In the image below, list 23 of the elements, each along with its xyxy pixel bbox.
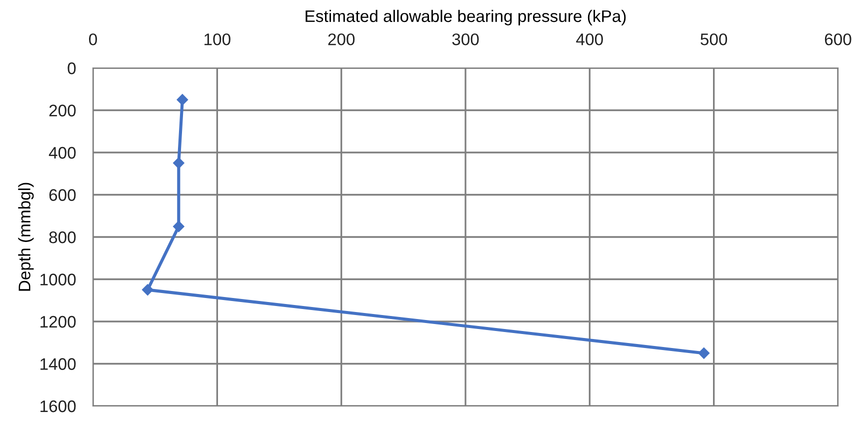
y-tick-label: 800: [49, 231, 76, 244]
y-tick-label: 0: [68, 62, 76, 74]
point: [173, 220, 184, 232]
y-tick-label: 1000: [40, 274, 76, 286]
x-tick-label: 0: [89, 33, 97, 46]
y-tick-label: 400: [48, 146, 76, 159]
x-tick-label: 500: [700, 33, 728, 46]
x-tick-label: 100: [204, 33, 230, 46]
point: [142, 284, 154, 296]
x-tick-label: 400: [576, 33, 603, 46]
point: [173, 157, 184, 169]
y-tick-label: 200: [49, 104, 76, 116]
x-tick-label: 300: [452, 33, 479, 46]
point: [176, 94, 188, 106]
y-tick-label: 1600: [40, 400, 76, 412]
y-axis-title: Depth (mmbgl): [18, 182, 34, 291]
x-tick-label: 200: [328, 33, 355, 46]
y-tick-label: 1400: [40, 358, 76, 370]
x-tick-label: 600: [824, 33, 852, 46]
x-axis-title: Estimated allowable bearing pressure (kPa): [306, 10, 626, 26]
y-tick-label: 1200: [40, 316, 76, 328]
y-tick-label: 600: [49, 189, 76, 201]
point: [698, 348, 710, 359]
